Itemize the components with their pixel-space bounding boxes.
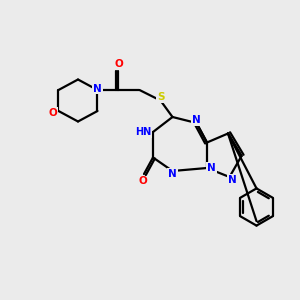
Text: O: O: [138, 176, 147, 187]
Text: O: O: [114, 59, 123, 69]
Text: N: N: [228, 175, 237, 185]
Text: HN: HN: [135, 127, 152, 137]
Text: O: O: [49, 107, 58, 118]
Text: N: N: [93, 83, 102, 94]
Text: N: N: [207, 163, 216, 173]
Text: N: N: [192, 115, 201, 125]
Text: N: N: [168, 169, 177, 179]
Text: S: S: [157, 92, 164, 102]
